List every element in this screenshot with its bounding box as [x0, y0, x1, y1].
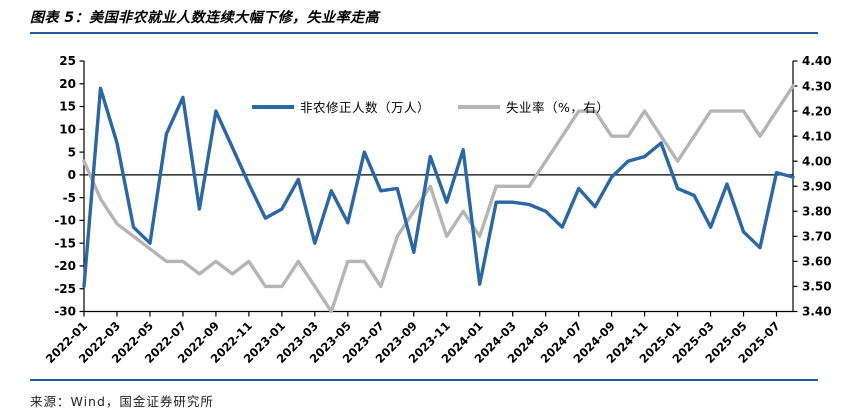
- right-axis-label: 3.70: [802, 230, 832, 244]
- left-axis-label: 25: [59, 54, 76, 68]
- left-axis-label: 15: [59, 100, 76, 114]
- right-axis-label: 3.50: [802, 280, 832, 294]
- title-divider: [30, 32, 818, 34]
- left-axis-label: 10: [59, 123, 76, 137]
- right-axis-label: 3.40: [802, 305, 832, 319]
- right-axis-label: 3.60: [802, 255, 832, 269]
- blue-line-swatch-icon: [252, 104, 294, 109]
- unemployment-rate-line: [82, 84, 795, 314]
- right-axis-label: 3.90: [802, 179, 832, 193]
- left-axis-label: 20: [59, 77, 76, 91]
- left-axis-label: -10: [54, 214, 76, 228]
- chart-legend: 非农修正人数（万人） 失业率（%，右）: [252, 97, 609, 116]
- right-axis-label: 4.00: [802, 154, 832, 168]
- chart-canvas: 25 20 15 10 5 0 -5 -10 -15 -20 -25 -30 4.40 4.30 4.20 4…: [43, 54, 832, 366]
- right-axis-label: 4.10: [802, 129, 832, 143]
- left-axis-label: -15: [54, 236, 76, 250]
- chart-title: 图表 5：美国非农就业人数连续大幅下修，失业率走高: [30, 10, 380, 26]
- left-axis-label: 5: [68, 145, 76, 159]
- left-axis-label: -25: [54, 282, 76, 296]
- legend-item-unemployment[interactable]: 失业率（%，右）: [458, 97, 609, 116]
- line-chart: 25 20 15 10 5 0 -5 -10 -15 -20 -25 -30 4.40 4.30 4.20 4…: [0, 40, 848, 376]
- right-axis-label: 4.20: [802, 104, 832, 118]
- right-axis-label: 4.30: [802, 79, 832, 93]
- left-axis-label: -5: [63, 191, 76, 205]
- left-axis-label: -20: [54, 259, 76, 273]
- left-axis-label: 0: [68, 168, 76, 182]
- gray-line-swatch-icon: [458, 104, 501, 109]
- legend-item-revisions[interactable]: 非农修正人数（万人）: [252, 97, 430, 116]
- payroll-revision-line: [82, 86, 795, 289]
- right-axis-label: 4.40: [802, 54, 832, 68]
- legend-label-unemployment: 失业率（%，右）: [506, 100, 610, 115]
- right-axis-label: 3.80: [802, 205, 832, 219]
- footer-divider: [30, 379, 818, 381]
- left-axis-label: -30: [54, 305, 76, 319]
- legend-label-revisions: 非农修正人数（万人）: [300, 100, 431, 115]
